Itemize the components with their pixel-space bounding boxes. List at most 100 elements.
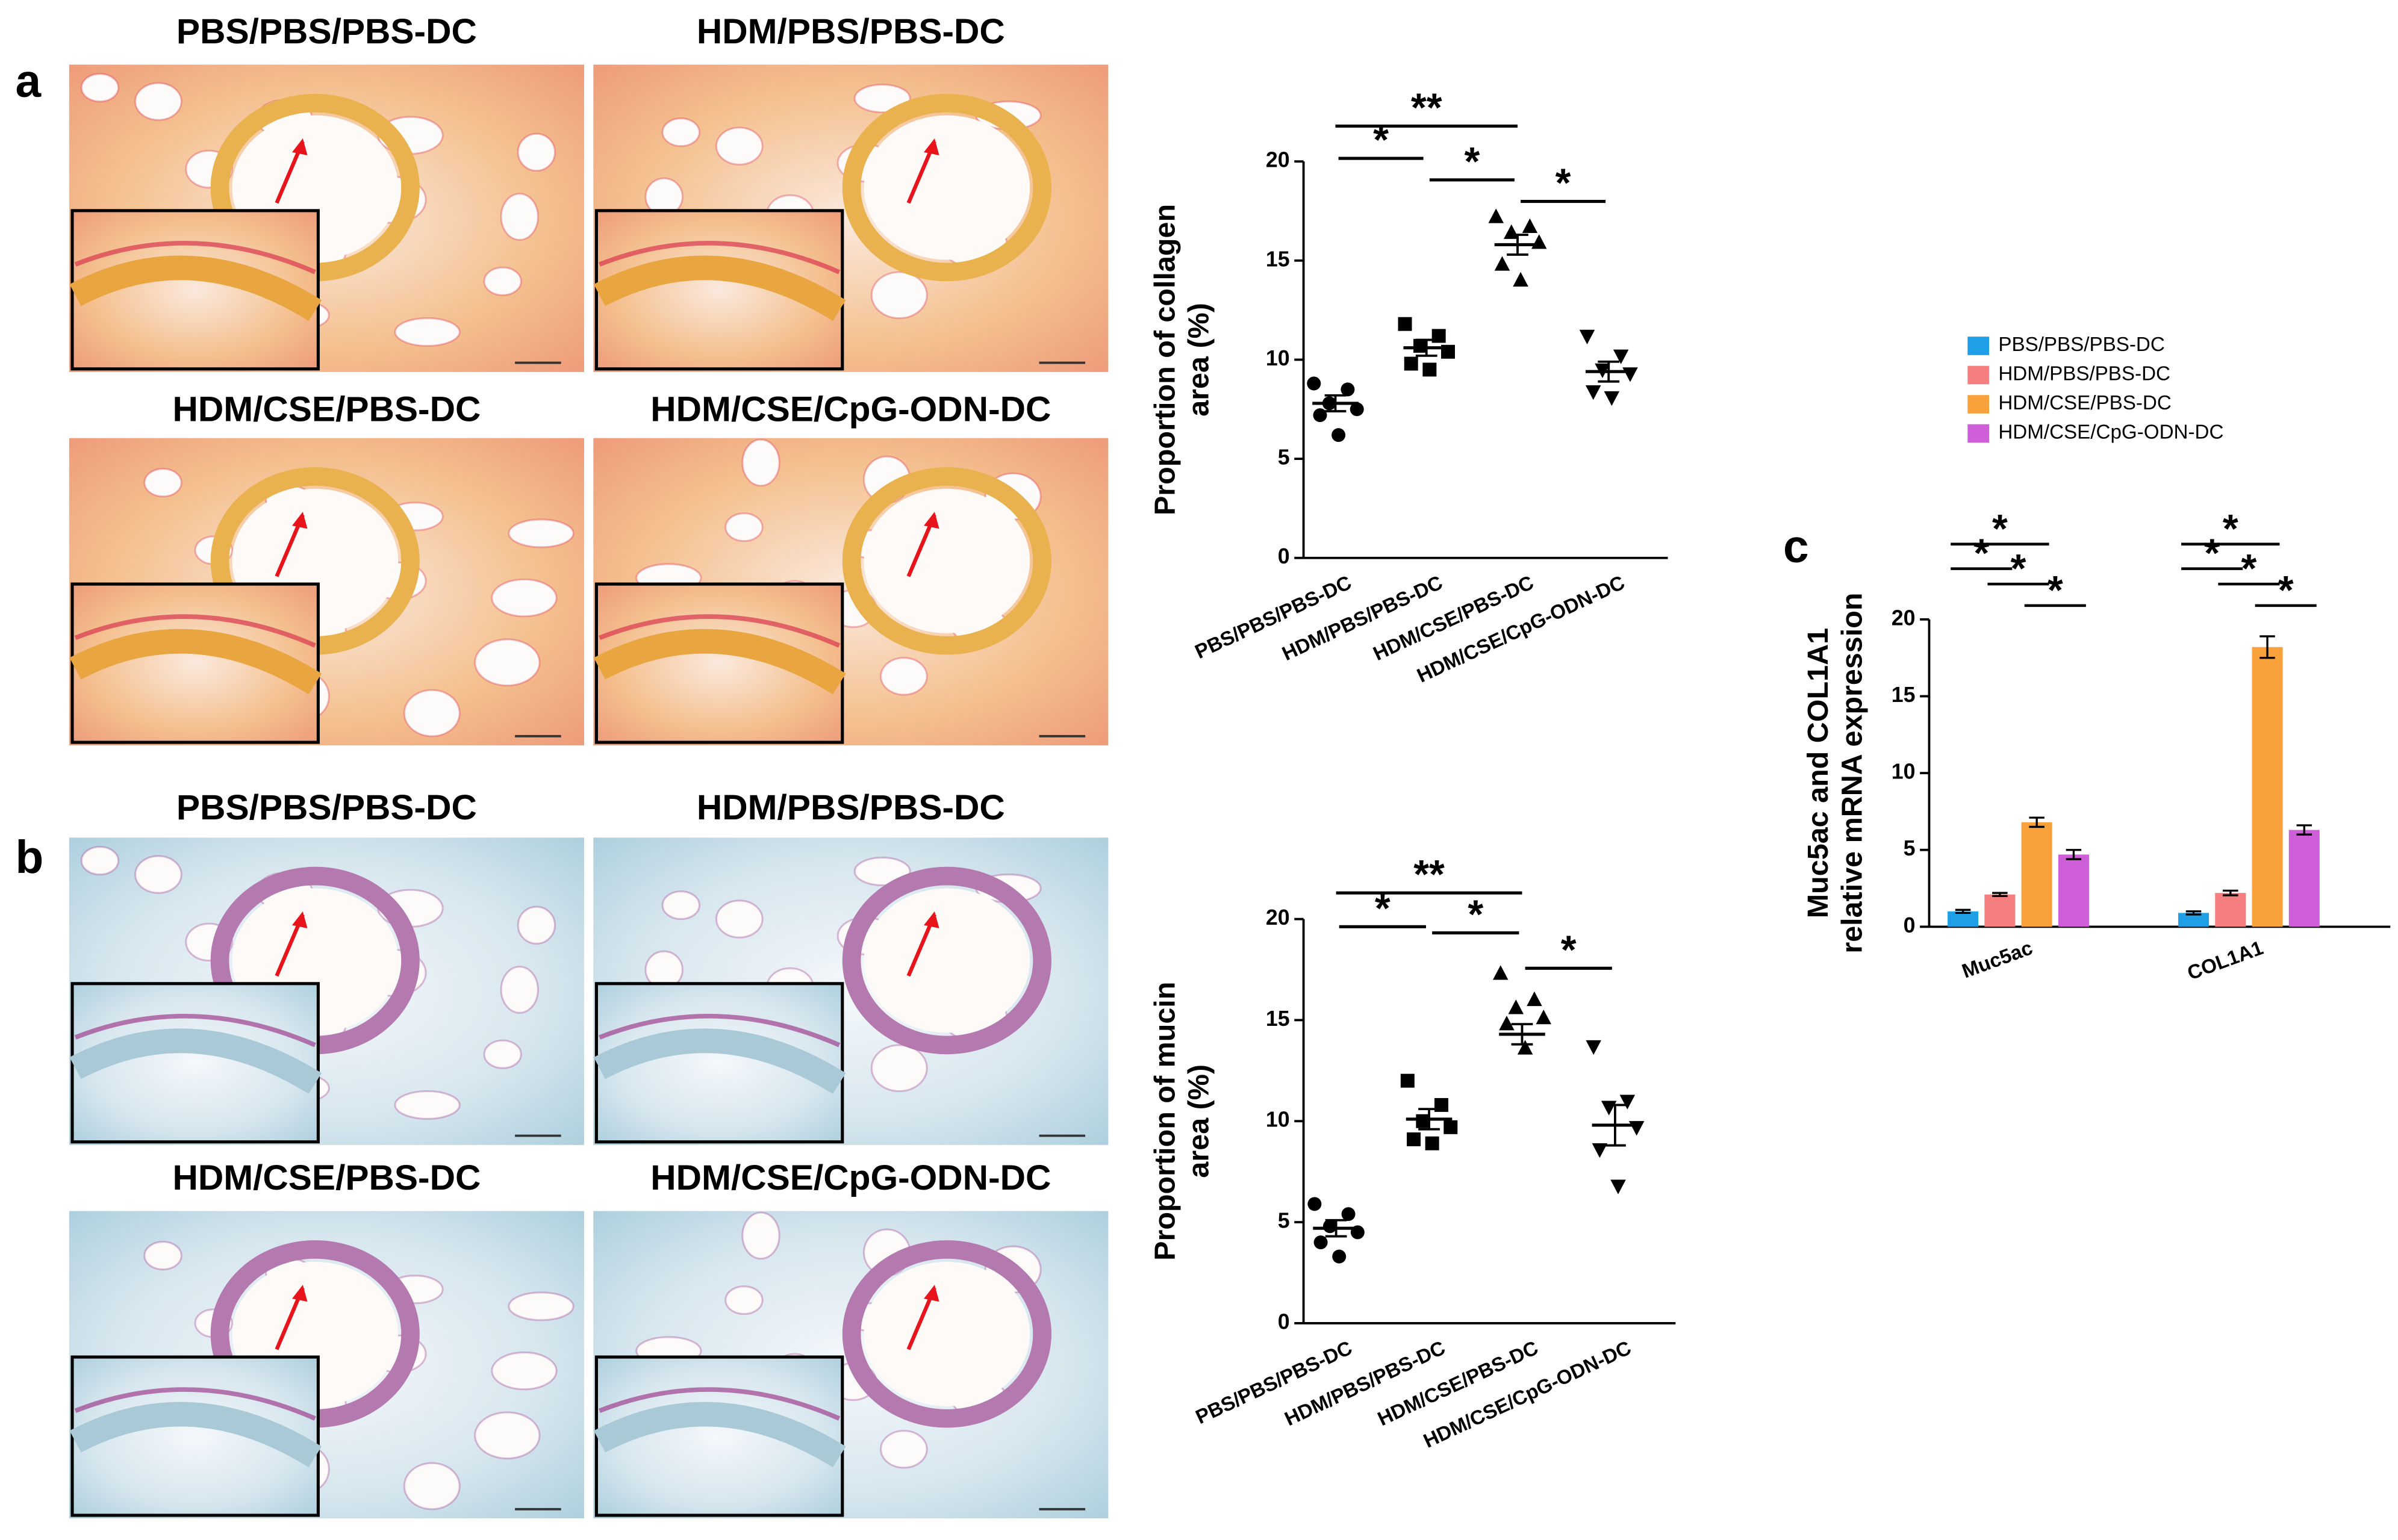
y-tick-label: 20	[1266, 905, 1290, 930]
image-title: HDM/CSE/CpG-ODN-DC	[650, 1158, 1051, 1197]
point	[1586, 1040, 1601, 1055]
arrow-head	[291, 911, 308, 928]
bar	[1984, 894, 2016, 927]
error-bar	[1325, 1219, 1347, 1238]
y-tick-label: 5	[1904, 836, 1916, 860]
inset-detail	[599, 1014, 841, 1048]
inset-detail	[593, 255, 846, 321]
point	[1622, 367, 1638, 382]
point	[1307, 1197, 1322, 1211]
y-tick-label: 20	[1266, 148, 1290, 172]
micrograph	[69, 1211, 584, 1519]
legend-label: HDM/CSE/PBS-DC	[1998, 392, 2172, 414]
significance-label: *	[2278, 568, 2294, 613]
y-axis-label-line: relative mRNA expression	[1836, 593, 1868, 954]
panel-label: a	[16, 56, 42, 107]
airway-wall	[842, 866, 1051, 1055]
significance-label: *	[1464, 140, 1480, 184]
error-bar	[1324, 394, 1347, 412]
inset-detail	[599, 614, 841, 648]
bar	[2178, 913, 2210, 927]
alveolus	[474, 1411, 541, 1460]
point	[1422, 362, 1437, 377]
significance-label: *	[2223, 507, 2238, 551]
point	[1522, 218, 1538, 234]
significance-label: *	[1973, 532, 1989, 576]
alveolus	[880, 657, 928, 696]
point	[1610, 1179, 1626, 1194]
micrograph	[69, 837, 584, 1145]
alveolus	[715, 899, 764, 939]
point	[1613, 349, 1629, 364]
point	[1398, 317, 1412, 331]
y-tick-label: 5	[1278, 446, 1290, 470]
y-tick-label: 0	[1278, 544, 1290, 568]
image-title: HDM/CSE/CpG-ODN-DC	[650, 390, 1051, 429]
point	[1341, 382, 1355, 397]
point	[1508, 999, 1524, 1014]
significance-label: *	[1561, 928, 1577, 972]
inset-detail	[69, 255, 322, 321]
alveolus	[500, 193, 539, 241]
point	[1536, 1010, 1551, 1025]
x-tick-label: COL1A1	[2184, 937, 2266, 985]
point	[1341, 1207, 1356, 1222]
alveolus	[394, 1090, 461, 1120]
alveolus	[403, 1462, 461, 1511]
inset-detail	[593, 629, 846, 695]
point	[1307, 376, 1321, 391]
point	[1531, 234, 1547, 249]
y-tick-label: 15	[1266, 1007, 1290, 1031]
legend-swatch	[1967, 424, 1990, 443]
arrow-head	[924, 911, 939, 928]
x-tick-label: HDM/PBS/PBS-DC	[1282, 1337, 1449, 1430]
arrow-head	[924, 138, 939, 155]
y-axis-label-line: Muc5ac and COL1A1	[1802, 628, 1834, 918]
y-axis-label-line: area (%)	[1182, 303, 1215, 417]
alveolus	[143, 468, 182, 498]
y-axis-label: Proportion of collagen area (%)	[1148, 204, 1215, 515]
airway-lumen	[864, 888, 1030, 1033]
alveolus	[491, 578, 558, 618]
bar	[2288, 830, 2320, 927]
alveolus	[870, 271, 928, 320]
error-bar	[2259, 635, 2275, 659]
point	[1332, 1249, 1347, 1264]
error-bar	[1507, 234, 1528, 256]
significance-label: *	[1375, 886, 1391, 931]
error-bar	[2296, 824, 2312, 836]
point	[1592, 1143, 1608, 1158]
error-bar	[2066, 849, 2082, 860]
airway-lumen	[864, 1261, 1030, 1406]
point	[1628, 1121, 1645, 1136]
alveolus	[143, 1241, 182, 1271]
y-tick-label: 5	[1278, 1209, 1290, 1233]
legend-label: HDM/CSE/CpG-ODN-DC	[1998, 421, 2223, 444]
x-tick-label: PBS/PBS/PBS-DC	[1192, 1337, 1356, 1429]
point	[1322, 1219, 1337, 1234]
image-title: PBS/PBS/PBS-DC	[176, 12, 477, 51]
alveolus	[500, 966, 539, 1014]
y-axis-label-line: Proportion of mucin	[1148, 982, 1181, 1261]
micrograph	[593, 837, 1109, 1145]
point	[1488, 208, 1504, 223]
point	[1585, 385, 1601, 400]
point	[1425, 1136, 1439, 1150]
error-bar	[1604, 1104, 1626, 1147]
y-tick-label: 10	[1266, 346, 1290, 370]
alveolus	[474, 638, 541, 687]
x-tick-label: PBS/PBS/PBS-DC	[1192, 571, 1355, 663]
airway-lumen	[864, 488, 1030, 633]
point	[1619, 1094, 1636, 1110]
alveolus	[134, 855, 182, 894]
alveolus	[880, 1430, 928, 1469]
significance-label: **	[1411, 85, 1442, 130]
alveolus	[661, 117, 700, 147]
arrow-head	[291, 512, 308, 529]
point	[1404, 356, 1418, 371]
error-bar	[1598, 360, 1620, 383]
alveolus	[741, 1211, 780, 1260]
point	[1513, 272, 1528, 287]
point	[1604, 391, 1620, 406]
alveolus	[724, 512, 764, 542]
